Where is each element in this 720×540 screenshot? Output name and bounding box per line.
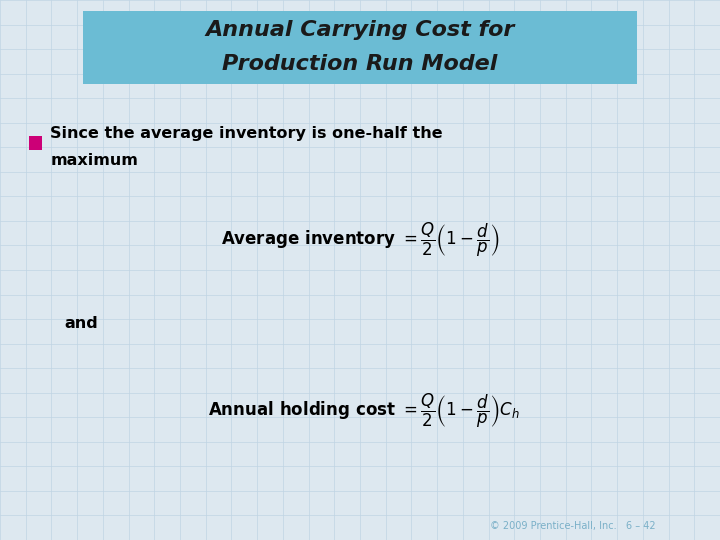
Text: maximum: maximum <box>50 153 138 168</box>
Text: Annual holding cost $= \dfrac{Q}{2}\left(1 - \dfrac{d}{p}\right)C_h$: Annual holding cost $= \dfrac{Q}{2}\left… <box>207 392 520 429</box>
Text: and: and <box>65 316 99 332</box>
Text: Production Run Model: Production Run Model <box>222 54 498 74</box>
Text: Annual Carrying Cost for: Annual Carrying Cost for <box>205 21 515 40</box>
FancyBboxPatch shape <box>29 136 42 150</box>
Text: Average inventory $= \dfrac{Q}{2}\left(1 - \dfrac{d}{p}\right)$: Average inventory $= \dfrac{Q}{2}\left(1… <box>220 221 500 259</box>
Text: © 2009 Prentice-Hall, Inc.   6 – 42: © 2009 Prentice-Hall, Inc. 6 – 42 <box>490 522 655 531</box>
FancyBboxPatch shape <box>83 11 637 84</box>
Text: Since the average inventory is one-half the: Since the average inventory is one-half … <box>50 126 443 141</box>
